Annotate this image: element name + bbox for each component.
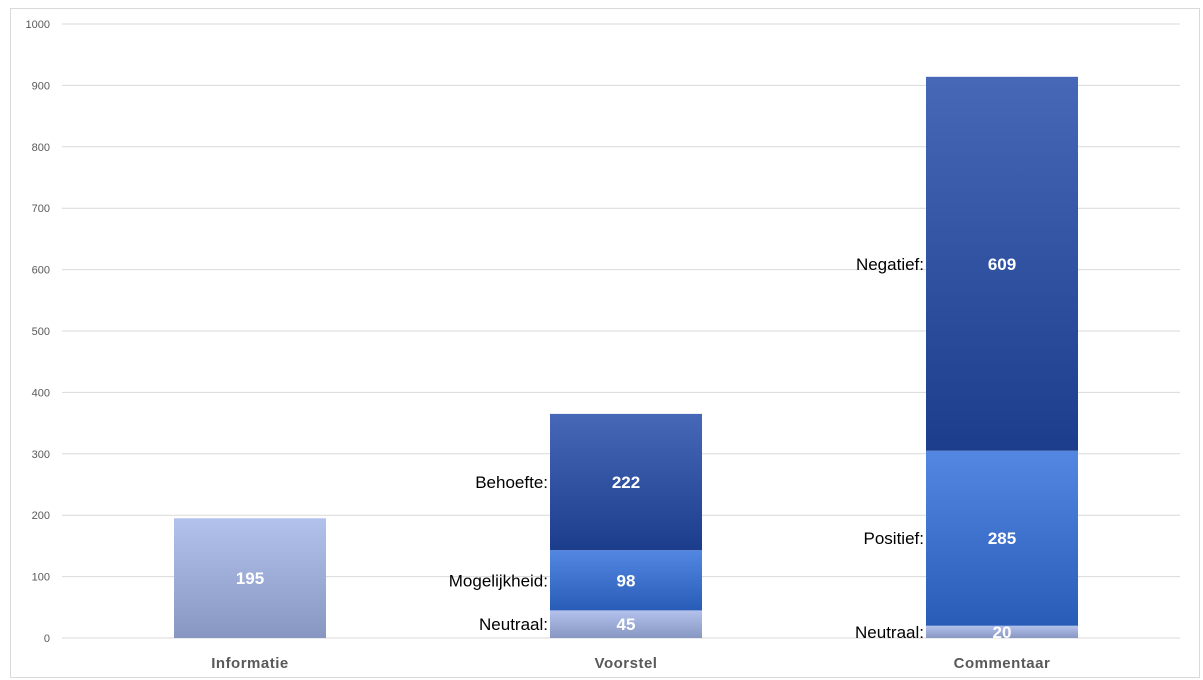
bar-segment <box>174 518 326 638</box>
y-axis-ticks: 0 100 200 300 400 500 600 700 800 900 1000 <box>26 19 50 645</box>
bar-segment <box>550 413 702 551</box>
segment-name-label: Neutraal: <box>855 623 924 642</box>
x-category-label: Voorstel <box>595 655 658 672</box>
bar-segment <box>926 625 1078 638</box>
bar-segment <box>550 550 702 611</box>
x-axis-categories: Informatie Voorstel Commentaar <box>211 655 1050 672</box>
segment-name-label: Negatief: <box>856 255 924 274</box>
bar-segment <box>550 610 702 638</box>
y-tick-label: 600 <box>32 265 50 277</box>
y-tick-label: 500 <box>32 326 50 338</box>
segment-value-label: 285 <box>988 529 1016 548</box>
y-tick-label: 700 <box>32 203 50 215</box>
y-tick-label: 900 <box>32 80 50 92</box>
y-tick-label: 400 <box>32 387 50 399</box>
segment-value-label: 98 <box>617 571 636 590</box>
y-tick-label: 800 <box>32 142 50 154</box>
x-category-label: Informatie <box>211 655 289 672</box>
y-tick-label: 100 <box>32 572 50 584</box>
segment-value-label: 195 <box>236 569 264 588</box>
segment-name-label: Neutraal: <box>479 615 548 634</box>
segment-value-label: 609 <box>988 255 1016 274</box>
bar-segment <box>926 450 1078 626</box>
y-tick-label: 0 <box>44 633 50 645</box>
bars <box>174 76 1078 638</box>
y-tick-label: 200 <box>32 510 50 522</box>
segment-value-label: 45 <box>617 615 636 634</box>
data-labels: 195 45 Neutraal: 98 Mogelijkheid: 222 Behoefte… <box>236 255 1016 642</box>
y-tick-label: 1000 <box>26 19 50 31</box>
segment-name-label: Mogelijkheid: <box>449 571 548 590</box>
segment-value-label: 20 <box>993 623 1012 642</box>
segment-name-label: Behoefte: <box>475 473 548 492</box>
y-tick-label: 300 <box>32 449 50 461</box>
segment-value-label: 222 <box>612 473 640 492</box>
x-category-label: Commentaar <box>954 655 1051 672</box>
segment-name-label: Positief: <box>864 529 924 548</box>
bar-segment <box>926 76 1078 451</box>
